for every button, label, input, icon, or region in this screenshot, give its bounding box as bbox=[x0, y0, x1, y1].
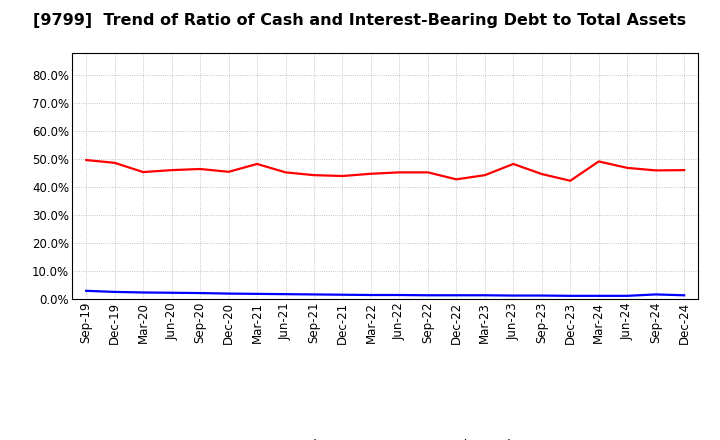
Cash bbox=[167, 168, 176, 173]
Cash bbox=[139, 169, 148, 175]
Interest-Bearing Debt bbox=[423, 293, 432, 298]
Interest-Bearing Debt bbox=[652, 292, 660, 297]
Cash bbox=[452, 177, 461, 182]
Interest-Bearing Debt bbox=[167, 290, 176, 295]
Interest-Bearing Debt bbox=[253, 291, 261, 297]
Cash bbox=[680, 168, 688, 173]
Cash bbox=[366, 171, 375, 176]
Interest-Bearing Debt bbox=[452, 293, 461, 298]
Cash bbox=[537, 172, 546, 177]
Line: Interest-Bearing Debt: Interest-Bearing Debt bbox=[86, 291, 684, 296]
Interest-Bearing Debt bbox=[537, 293, 546, 298]
Interest-Bearing Debt bbox=[338, 292, 347, 297]
Cash bbox=[595, 159, 603, 164]
Cash bbox=[423, 170, 432, 175]
Interest-Bearing Debt bbox=[366, 292, 375, 297]
Cash bbox=[566, 178, 575, 183]
Interest-Bearing Debt bbox=[139, 290, 148, 295]
Interest-Bearing Debt bbox=[480, 293, 489, 298]
Interest-Bearing Debt bbox=[82, 288, 91, 293]
Cash bbox=[282, 170, 290, 175]
Cash bbox=[652, 168, 660, 173]
Cash bbox=[623, 165, 631, 171]
Interest-Bearing Debt bbox=[680, 293, 688, 298]
Interest-Bearing Debt bbox=[566, 293, 575, 298]
Interest-Bearing Debt bbox=[509, 293, 518, 298]
Text: [9799]  Trend of Ratio of Cash and Interest-Bearing Debt to Total Assets: [9799] Trend of Ratio of Cash and Intere… bbox=[33, 13, 687, 28]
Cash bbox=[480, 172, 489, 178]
Line: Cash: Cash bbox=[86, 160, 684, 181]
Cash bbox=[82, 158, 91, 163]
Interest-Bearing Debt bbox=[395, 292, 404, 297]
Interest-Bearing Debt bbox=[196, 290, 204, 296]
Cash bbox=[395, 170, 404, 175]
Legend: Cash, Interest-Bearing Debt: Cash, Interest-Bearing Debt bbox=[244, 434, 526, 440]
Cash bbox=[310, 172, 318, 178]
Cash bbox=[196, 166, 204, 172]
Cash bbox=[338, 173, 347, 179]
Interest-Bearing Debt bbox=[623, 293, 631, 298]
Cash bbox=[253, 161, 261, 167]
Interest-Bearing Debt bbox=[110, 289, 119, 294]
Interest-Bearing Debt bbox=[310, 292, 318, 297]
Cash bbox=[110, 160, 119, 165]
Cash bbox=[225, 169, 233, 174]
Cash bbox=[509, 161, 518, 167]
Interest-Bearing Debt bbox=[282, 292, 290, 297]
Interest-Bearing Debt bbox=[595, 293, 603, 298]
Interest-Bearing Debt bbox=[225, 291, 233, 296]
